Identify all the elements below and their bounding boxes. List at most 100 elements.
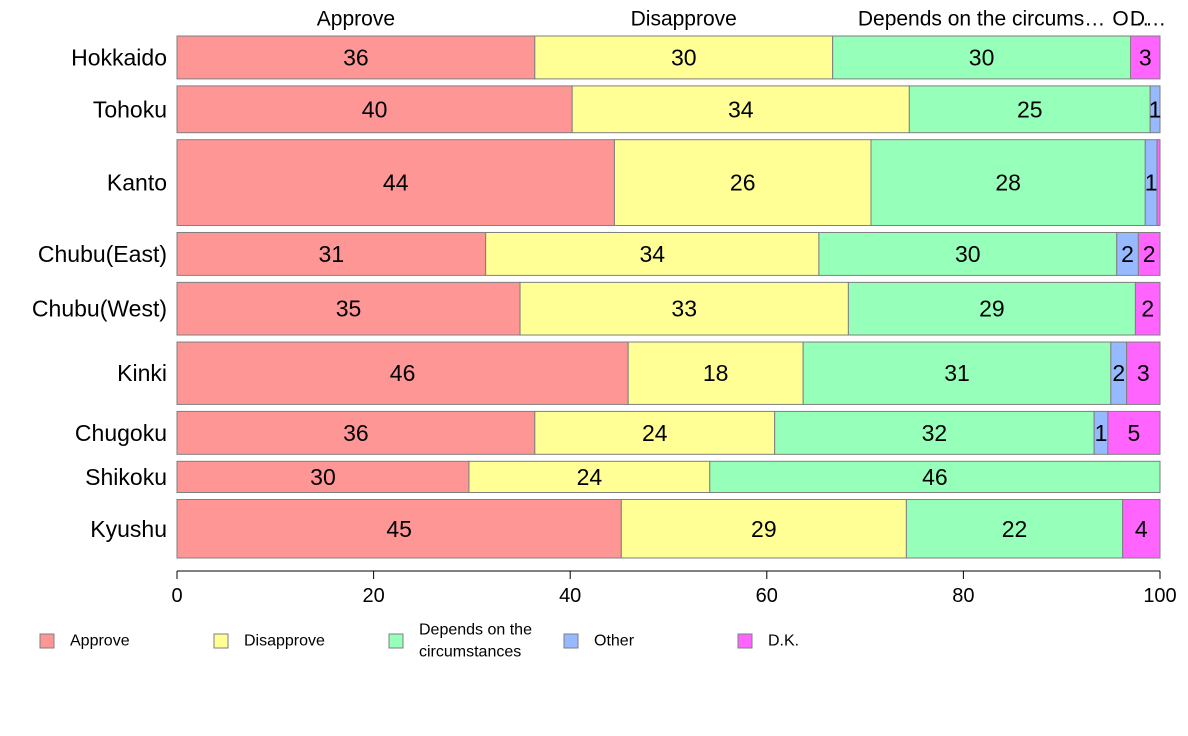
data-label: 4 [1135, 516, 1148, 542]
bar-segment [620, 499, 907, 559]
x-tick-label: 20 [362, 585, 384, 607]
data-label: 1 [1145, 170, 1158, 196]
data-label: 24 [642, 420, 668, 446]
data-label: 5 [1128, 420, 1141, 446]
legend-swatch [563, 633, 579, 649]
x-tick-label: 0 [171, 585, 182, 607]
data-label: 26 [730, 170, 756, 196]
data-label: 30 [671, 44, 697, 70]
data-label: 30 [969, 44, 995, 70]
data-label: 40 [362, 96, 388, 122]
category-label: Kyushu [90, 516, 167, 542]
data-label: 22 [1002, 516, 1028, 542]
bar-segment [176, 410, 536, 455]
category-label: Shikoku [85, 464, 167, 490]
data-label: 31 [944, 360, 970, 386]
data-label: 32 [922, 420, 948, 446]
bar-segment [832, 35, 1132, 80]
data-label: 2 [1141, 296, 1154, 322]
data-label: 33 [671, 296, 697, 322]
category-label: Hokkaido [71, 44, 167, 70]
data-label: 2 [1143, 241, 1156, 267]
data-label: 30 [955, 241, 981, 267]
bar-segment [176, 231, 487, 276]
bar-segment [176, 35, 536, 80]
data-label: 18 [703, 360, 729, 386]
top-segment-label: Approve [317, 8, 395, 31]
bar-segment [176, 341, 629, 405]
data-label: 29 [979, 296, 1005, 322]
x-tick-label: 40 [559, 585, 581, 607]
data-label: 46 [922, 464, 948, 490]
data-label: 1 [1149, 96, 1162, 122]
data-label: 30 [310, 464, 336, 490]
legend-label: circumstances [419, 644, 521, 661]
data-label: 34 [639, 241, 665, 267]
bar-segment [627, 341, 804, 405]
data-label: 46 [390, 360, 416, 386]
data-label: 1 [1095, 420, 1108, 446]
top-segment-label: Depends on the circums… [858, 8, 1105, 31]
bar-segment [1126, 341, 1161, 405]
bar-segment [176, 460, 470, 494]
data-label: 31 [319, 241, 345, 267]
category-label: Chubu(West) [32, 296, 167, 322]
bar-segment [534, 410, 776, 455]
bar-segment [1130, 35, 1161, 80]
bar-segment [1134, 281, 1161, 336]
legend-label: D.K. [768, 633, 799, 650]
bar-segment [1107, 410, 1161, 455]
legend-swatch [737, 633, 753, 649]
data-label: 36 [343, 44, 369, 70]
data-label: 35 [336, 296, 362, 322]
bar-segment [571, 85, 910, 134]
bar-segment [176, 499, 622, 559]
data-label: 2 [1121, 241, 1134, 267]
bar-segment [176, 281, 521, 336]
legend-label: Disapprove [244, 633, 325, 650]
bar-segment [176, 85, 573, 134]
bar-segment [802, 341, 1112, 405]
data-label: 36 [343, 420, 369, 446]
bar-segment [870, 139, 1146, 226]
data-label: 34 [728, 96, 754, 122]
bar-segment [1156, 139, 1161, 226]
data-label: 45 [386, 516, 412, 542]
legend-label: Other [594, 633, 635, 650]
bar-segment [519, 281, 849, 336]
x-tick-label: 60 [756, 585, 778, 607]
data-label: 25 [1017, 96, 1043, 122]
bar-segment [1137, 231, 1161, 276]
legend-swatch [39, 633, 55, 649]
legend-swatch [388, 633, 404, 649]
data-label: 24 [577, 464, 603, 490]
data-label: 29 [751, 516, 777, 542]
category-label: Kanto [107, 170, 167, 196]
category-label: Chubu(East) [38, 241, 167, 267]
bar-segment [1149, 85, 1161, 134]
category-label: Chugoku [75, 420, 167, 446]
bar-segment [709, 460, 1161, 494]
data-label: 2 [1112, 360, 1125, 386]
bar-segment [176, 139, 615, 226]
data-label: 44 [383, 170, 409, 196]
category-label: Tohoku [93, 96, 167, 122]
bar-segment [534, 35, 834, 80]
bar-segment [908, 85, 1151, 134]
top-segment-label: D… [1130, 8, 1166, 31]
bar-segment [774, 410, 1095, 455]
bar-segment [613, 139, 872, 226]
bar-segment [847, 281, 1136, 336]
legend-label: Depends on the [419, 622, 532, 639]
top-segment-label: O… [1112, 8, 1149, 31]
data-label: 3 [1137, 360, 1150, 386]
bar-segment [818, 231, 1118, 276]
data-label: 3 [1139, 44, 1152, 70]
category-label: Kinki [117, 360, 167, 386]
bar-segment [905, 499, 1124, 559]
bar-segment [485, 231, 820, 276]
top-segment-label: Disapprove [631, 8, 737, 31]
legend-label: Approve [70, 633, 130, 650]
